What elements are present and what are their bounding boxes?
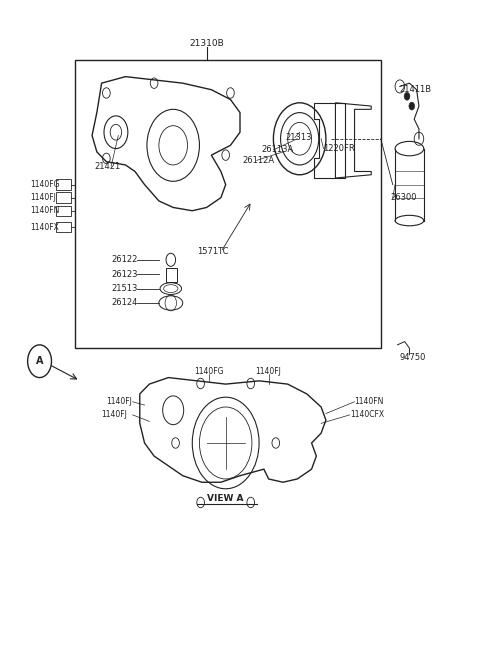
Text: 26124: 26124 [111,298,138,307]
Bar [56,179,71,190]
Text: 1140FX: 1140FX [30,223,59,232]
Bar [75,60,381,348]
Text: 26300: 26300 [390,193,417,202]
Text: 94750: 94750 [400,353,426,363]
Text: 1140FJ: 1140FJ [256,367,282,376]
Text: A: A [36,356,43,366]
Text: 21421: 21421 [95,162,120,171]
Bar [166,267,177,282]
Text: 21513: 21513 [111,284,138,293]
Bar [56,206,71,216]
Text: 1571TC: 1571TC [197,248,228,256]
Text: 21411B: 21411B [400,85,432,94]
Text: 1140FJ: 1140FJ [102,411,128,419]
Text: 21313: 21313 [285,133,312,142]
Text: 1140FJ: 1140FJ [30,193,56,202]
Text: 26122: 26122 [111,256,138,264]
Bar [56,193,71,203]
Text: 1140FN: 1140FN [355,397,384,406]
Text: 1220FR: 1220FR [324,144,355,153]
Text: VIEW A: VIEW A [207,494,244,503]
Text: 1140FG: 1140FG [194,367,224,376]
Text: 26123: 26123 [111,270,138,279]
Text: 1140FG: 1140FG [30,180,60,189]
Bar [56,222,71,233]
Text: 1140CFX: 1140CFX [350,411,384,419]
Text: 26112A: 26112A [242,156,275,165]
Text: 1140FJ: 1140FJ [107,397,132,406]
Text: 1140FN: 1140FN [30,206,60,215]
Circle shape [409,102,415,110]
Text: 21310B: 21310B [189,39,224,49]
Text: 26113A: 26113A [262,145,294,154]
Circle shape [404,93,410,100]
